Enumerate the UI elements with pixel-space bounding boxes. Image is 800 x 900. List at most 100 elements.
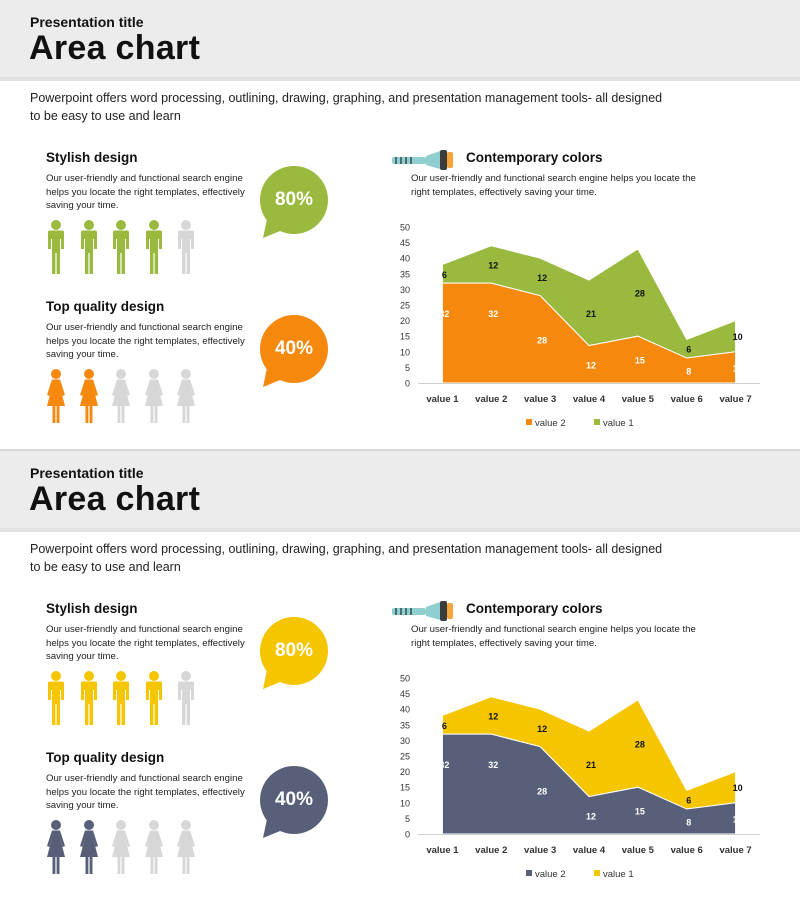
x-tick-label: value 5 <box>622 394 655 405</box>
stylish-people-row <box>44 670 214 726</box>
slide-2: Presentation title Area chart Powerpoint… <box>0 451 800 900</box>
data-label-value-1: 6 <box>442 721 447 731</box>
data-label-value-1: 28 <box>635 740 645 750</box>
male-person-icon <box>80 671 97 725</box>
x-tick-label: value 1 <box>426 845 459 856</box>
female-person-icon <box>79 369 98 423</box>
x-tick-label: value 6 <box>671 394 703 405</box>
y-tick-label: 20 <box>400 316 410 326</box>
y-tick-label: 5 <box>405 363 410 373</box>
legend-label: value 2 <box>535 418 566 429</box>
header-band <box>0 451 800 528</box>
data-label-value-1: 28 <box>635 289 645 299</box>
y-tick-label: 40 <box>400 705 410 715</box>
x-tick-label: value 5 <box>622 845 655 856</box>
y-tick-label: 50 <box>400 674 410 684</box>
y-tick-label: 40 <box>400 254 410 264</box>
y-tick-label: 15 <box>400 783 410 793</box>
y-tick-label: 0 <box>405 830 410 840</box>
male-person-icon <box>80 220 97 274</box>
female-person-icon <box>112 820 130 874</box>
male-person-icon <box>178 671 194 725</box>
female-person-icon <box>144 369 163 423</box>
stylish-design-heading: Stylish design <box>46 601 138 616</box>
data-label-value-1: 12 <box>537 273 547 283</box>
intro-text: Powerpoint offers word processing, outli… <box>30 91 663 123</box>
y-tick-label: 30 <box>400 285 410 295</box>
x-tick-label: value 7 <box>719 394 751 405</box>
male-person-icon <box>178 220 194 274</box>
contemporary-colors-text: Our user-friendly and functional search … <box>411 624 696 649</box>
slide-title: Area chart <box>29 480 201 518</box>
data-label-value-1: 21 <box>586 309 596 319</box>
x-tick-label: value 3 <box>524 845 556 856</box>
contemporary-colors-heading: Contemporary colors <box>466 150 603 165</box>
top-quality-text: Our user-friendly and functional search … <box>46 322 245 360</box>
legend-swatch <box>594 870 600 876</box>
top-quality-heading: Top quality design <box>46 299 165 314</box>
legend-label: value 1 <box>603 418 634 429</box>
x-tick-label: value 3 <box>524 394 556 405</box>
data-label-value-2: 10 <box>733 814 743 824</box>
data-label-value-2: 32 <box>488 760 498 770</box>
y-tick-label: 20 <box>400 767 410 777</box>
male-person-icon <box>48 220 64 274</box>
stylish-design-heading: Stylish design <box>46 150 138 165</box>
data-label-value-2: 12 <box>586 360 596 370</box>
data-label-value-2: 32 <box>488 309 498 319</box>
data-label-value-1: 21 <box>586 760 596 770</box>
data-label-value-2: 12 <box>586 811 596 821</box>
female-person-icon <box>79 820 98 874</box>
legend-label: value 1 <box>603 869 634 880</box>
data-label-value-1: 6 <box>442 270 447 280</box>
y-tick-label: 25 <box>400 301 410 311</box>
male-person-icon <box>48 671 64 725</box>
legend-swatch <box>594 419 600 425</box>
x-tick-label: value 2 <box>475 845 507 856</box>
data-label-value-2: 28 <box>537 786 547 796</box>
data-label-value-2: 15 <box>635 807 645 817</box>
female-person-icon <box>47 820 65 874</box>
y-tick-label: 5 <box>405 814 410 824</box>
contemporary-colors-heading: Contemporary colors <box>466 601 603 616</box>
flashlight-icon <box>392 150 453 170</box>
quality-percent-label: 40% <box>274 789 314 810</box>
female-person-icon <box>47 369 65 423</box>
header-divider <box>0 528 800 532</box>
stylish-percent-label: 80% <box>274 189 314 210</box>
area-chart: 0 5 10 15 20 25 30 35 40 45 50 32 32 28 12 15 8 10 6 12 12 21… <box>400 674 760 880</box>
x-tick-label: value 4 <box>573 394 606 405</box>
contemporary-colors-text: Our user-friendly and functional search … <box>411 173 696 198</box>
top-quality-heading: Top quality design <box>46 750 165 765</box>
quality-people-row <box>44 368 214 424</box>
presentation-title: Presentation title <box>30 465 144 481</box>
stylish-design-text: Our user-friendly and functional search … <box>46 624 245 662</box>
y-tick-label: 15 <box>400 332 410 342</box>
x-tick-label: value 4 <box>573 845 606 856</box>
y-tick-label: 25 <box>400 752 410 762</box>
y-tick-label: 45 <box>400 689 410 699</box>
male-person-icon <box>113 220 129 274</box>
data-label-value-1: 12 <box>488 711 498 721</box>
top-quality-text: Our user-friendly and functional search … <box>46 773 245 811</box>
data-label-value-1: 12 <box>488 260 498 270</box>
data-label-value-2: 32 <box>439 309 449 319</box>
legend-swatch <box>526 870 532 876</box>
y-tick-label: 50 <box>400 223 410 233</box>
slide-title: Area chart <box>29 29 201 67</box>
header-band <box>0 0 800 77</box>
quality-percent-label: 40% <box>274 338 314 359</box>
intro-text: Powerpoint offers word processing, outli… <box>30 542 663 574</box>
flashlight-icon <box>392 601 453 621</box>
y-tick-label: 45 <box>400 238 410 248</box>
data-label-value-1: 10 <box>733 332 743 342</box>
data-label-value-2: 10 <box>733 363 743 373</box>
x-tick-label: value 7 <box>719 845 751 856</box>
x-tick-label: value 6 <box>671 845 703 856</box>
y-tick-label: 10 <box>400 798 410 808</box>
data-label-value-2: 8 <box>686 367 691 377</box>
header-divider <box>0 77 800 81</box>
slide-1: Presentation title Area chart Powerpoint… <box>0 0 800 449</box>
legend-swatch <box>526 419 532 425</box>
female-person-icon <box>144 820 163 874</box>
